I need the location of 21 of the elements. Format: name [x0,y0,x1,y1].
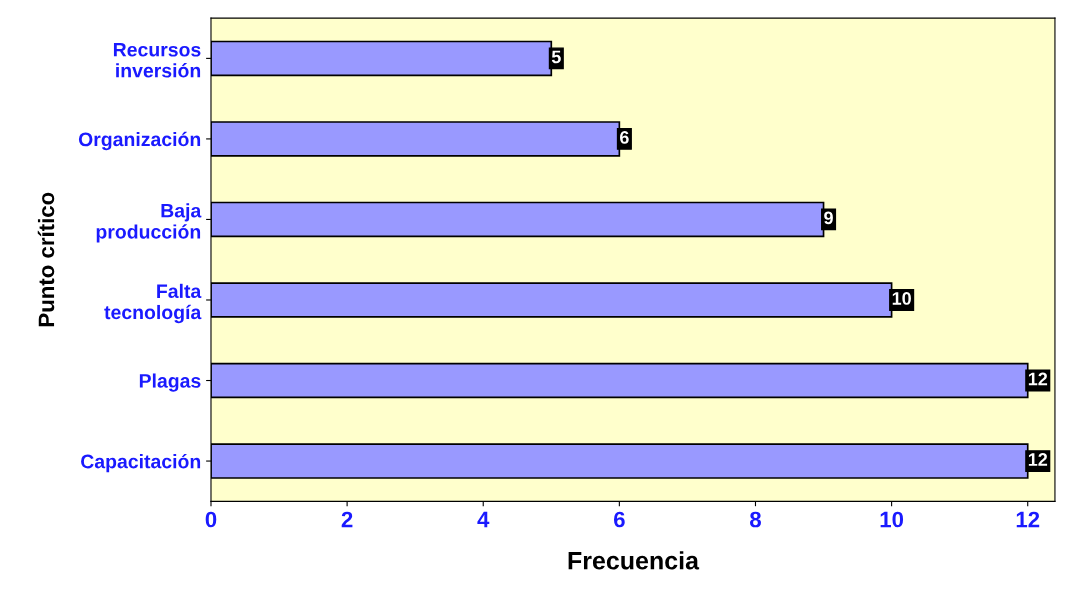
y-tick-label: Falta tecnología [104,283,202,324]
data-label: 9 [824,211,833,225]
x-axis-title: Frecuencia [568,551,700,570]
data-label: 5 [551,50,561,64]
x-tick-label: 10 [880,511,904,528]
y-tick-label: Organización [78,131,201,151]
x-tick-label: 8 [750,511,761,528]
y-tick-label: Baja producción [96,203,202,243]
data-label: 6 [620,130,629,144]
y-axis-title: Punto crítico [37,192,55,327]
y-tick-label: Capacitación [81,453,201,473]
x-tick-label: 0 [205,511,217,528]
x-tick-label: 6 [613,511,625,528]
data-label: 12 [1028,372,1048,386]
x-tick-label: 2 [341,511,353,528]
x-tick-label: 4 [477,511,490,528]
y-tick-label: Plagas [139,373,201,392]
x-tick-label: 12 [1016,511,1040,528]
y-tick-label: Recursos inversión [113,42,201,78]
data-label: 12 [1028,453,1048,466]
data-label: 10 [892,292,911,305]
